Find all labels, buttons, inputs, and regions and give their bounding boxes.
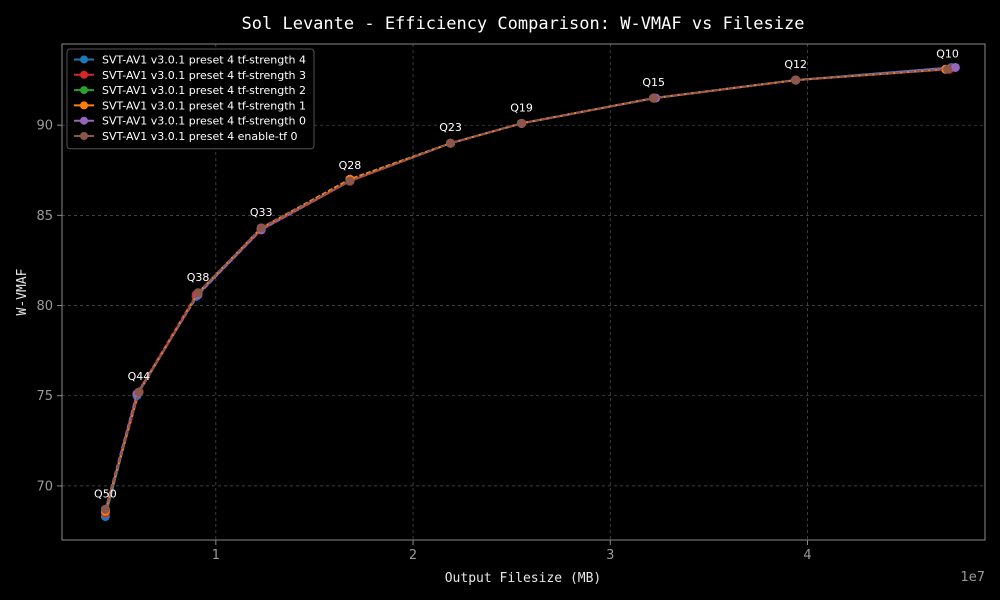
y-tick-label: 80 xyxy=(36,299,53,314)
data-point xyxy=(943,64,953,74)
data-point xyxy=(950,62,960,72)
y-tick-label: 85 xyxy=(36,209,53,224)
legend-label: SVT-AV1 v3.0.1 preset 4 enable-tf 0 xyxy=(102,130,298,143)
legend-marker xyxy=(80,86,88,95)
legend-label: SVT-AV1 v3.0.1 preset 4 tf-strength 4 xyxy=(102,54,306,67)
series-line xyxy=(104,68,946,512)
data-point xyxy=(517,118,527,128)
quality-annotation: Q50 xyxy=(94,487,117,500)
data-point xyxy=(791,75,801,85)
legend-label: SVT-AV1 v3.0.1 preset 4 tf-strength 2 xyxy=(102,84,306,97)
quality-annotation: Q10 xyxy=(936,47,959,60)
legend-marker xyxy=(80,55,88,64)
annotations: Q50 Q44 Q38 Q33 Q28 Q23 Q19 Q15 Q12 Q10 xyxy=(94,47,959,500)
series-layer xyxy=(100,62,960,522)
quality-annotation: Q12 xyxy=(784,58,807,71)
legend-label: SVT-AV1 v3.0.1 preset 4 tf-strength 1 xyxy=(102,99,306,112)
data-point xyxy=(256,223,266,233)
quality-annotation: Q28 xyxy=(339,159,362,172)
quality-annotation: Q23 xyxy=(439,121,462,134)
legend-marker xyxy=(80,101,88,110)
data-point xyxy=(649,93,659,103)
legend-marker xyxy=(80,116,88,125)
chart-title: Sol Levante - Efficiency Comparison: W-V… xyxy=(242,14,805,34)
quality-annotation: Q15 xyxy=(642,76,665,89)
quality-annotation: Q44 xyxy=(128,370,151,383)
data-point xyxy=(345,176,355,186)
x-tick-label: 3 xyxy=(606,548,614,563)
grid xyxy=(62,44,985,540)
quality-annotation: Q19 xyxy=(510,101,533,114)
x-exponent-label: 1e7 xyxy=(960,570,985,585)
quality-annotation: Q38 xyxy=(187,271,210,284)
data-point xyxy=(193,288,203,298)
legend-box xyxy=(66,48,315,150)
data-point xyxy=(134,387,144,397)
series-5 xyxy=(100,64,953,514)
y-tick-label: 70 xyxy=(36,479,53,494)
legend-label: SVT-AV1 v3.0.1 preset 4 tf-strength 0 xyxy=(102,115,306,128)
x-tick-label: 1 xyxy=(212,548,220,563)
data-point xyxy=(100,504,110,514)
data-point xyxy=(446,138,456,148)
x-tick-label: 4 xyxy=(803,548,811,563)
legend-label: SVT-AV1 v3.0.1 preset 4 tf-strength 3 xyxy=(102,69,306,82)
series-line xyxy=(104,68,948,510)
x-tick-label: 2 xyxy=(409,548,417,563)
legend: SVT-AV1 v3.0.1 preset 4 tf-strength 4 SVT… xyxy=(66,48,315,150)
legend-marker xyxy=(80,132,88,140)
ticks: 1 2 3 4 70 75 80 85 90 xyxy=(36,119,811,563)
y-axis-label: W-VMAF xyxy=(15,268,30,315)
y-tick-label: 75 xyxy=(36,389,53,404)
quality-annotation: Q33 xyxy=(250,206,273,219)
x-axis-label: Output Filesize (MB) xyxy=(445,571,602,586)
plot-frame xyxy=(61,43,986,541)
legend-marker xyxy=(80,70,88,79)
y-tick-label: 90 xyxy=(36,119,53,134)
